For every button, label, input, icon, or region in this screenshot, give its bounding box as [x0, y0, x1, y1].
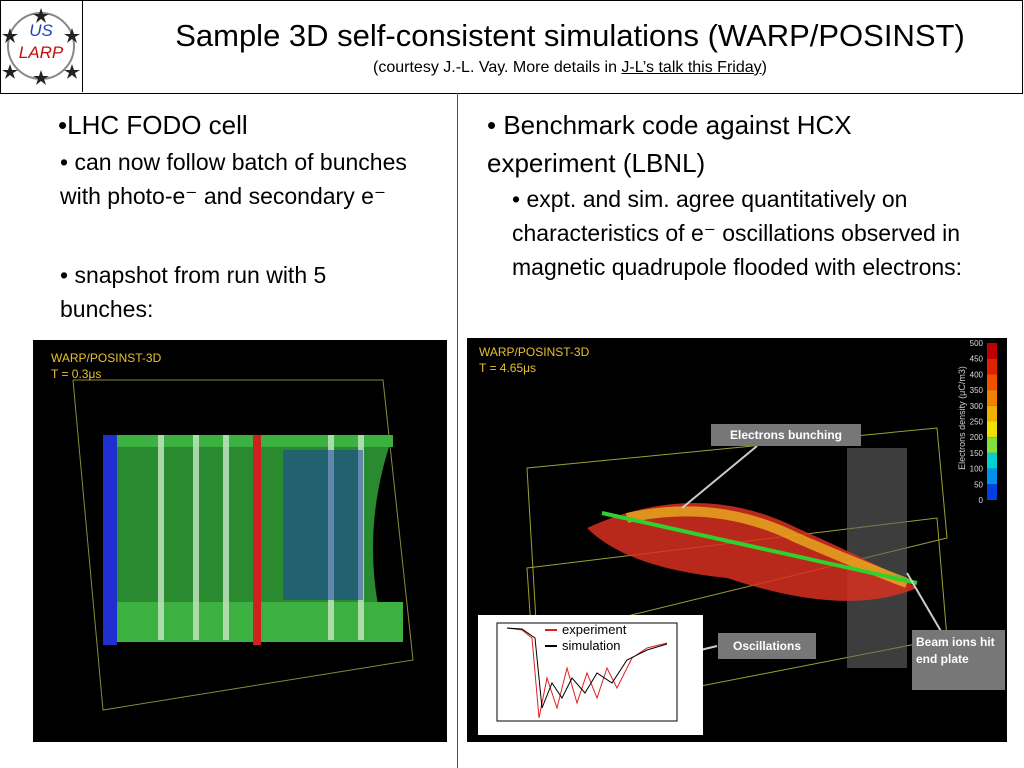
- colorbar-tick: 0: [979, 496, 984, 505]
- experiment-line: [506, 627, 668, 719]
- bullet: • Benchmark code against HCX experiment …: [487, 110, 852, 178]
- callout-wrap: Beam ions hit end plate: [916, 635, 995, 666]
- electron-cloud: [283, 450, 363, 600]
- title: Sample 3D self-consistent simulations (W…: [175, 18, 965, 53]
- colorbar-tick: 150: [970, 449, 984, 458]
- left-figure: WARP/POSINST-3D T = 0.3μs: [33, 340, 447, 742]
- legend-entry: experiment: [562, 622, 627, 637]
- logo: US LARP: [2, 8, 80, 85]
- figure-code: WARP/POSINST-3D: [479, 345, 590, 359]
- callout: Oscillations: [733, 639, 801, 653]
- colorbar-cell: [987, 484, 997, 500]
- colorbar-cell: [987, 358, 997, 375]
- colorbar-cell: [987, 437, 997, 453]
- simulation-line: [506, 627, 668, 709]
- subtitle-text: (courtesy J.-L. Vay. More details in: [373, 59, 622, 76]
- stripe-red: [253, 435, 261, 645]
- legend-entry: simulation: [562, 638, 621, 653]
- figure-time: T = 4.65μs: [479, 361, 536, 375]
- beam: [601, 511, 918, 585]
- header-box: [0, 0, 1023, 94]
- figure-code: WARP/POSINST-3D: [51, 351, 162, 365]
- divider: [457, 93, 458, 768]
- colorbar-label: Electrons density (μC/m3): [957, 366, 967, 470]
- callout: Electrons bunching: [730, 428, 842, 442]
- colorbar-tick: 250: [970, 418, 984, 427]
- callout: Beam ions hit end plate: [916, 635, 995, 666]
- logo-bottom: LARP: [19, 43, 64, 62]
- logo-box: [0, 0, 83, 92]
- logo-top: US: [29, 21, 53, 40]
- colorbar-tick: 450: [970, 355, 984, 364]
- cloud-edge: [625, 506, 909, 588]
- inset-axes: [496, 622, 678, 722]
- subtitle-text: ): [761, 59, 767, 76]
- callout-box: [912, 630, 1005, 690]
- colorbar-tick: 350: [970, 386, 984, 395]
- colorbar-cell: [987, 468, 997, 485]
- box-lines: [72, 379, 414, 711]
- colorbar-cell: [987, 452, 997, 469]
- colorbar-cell: [987, 390, 997, 406]
- colorbar-tick: 500: [970, 339, 984, 348]
- bullet: • snapshot from run with 5 bunches:: [60, 262, 327, 322]
- logo-stars: [2, 8, 80, 85]
- colorbar-tick: 50: [974, 480, 983, 489]
- stripe-blue: [103, 435, 117, 645]
- bullet: • expt. and sim. agree quantitatively on…: [512, 186, 963, 280]
- colorbar-cell: [987, 343, 997, 359]
- inset-plot: [478, 615, 703, 735]
- colorbar-cell: [987, 421, 997, 438]
- colorbar-cell: [987, 405, 997, 422]
- colorbar-tick: 100: [970, 465, 984, 474]
- colorbar-tick: 400: [970, 370, 984, 379]
- talk-link[interactable]: J-L’s talk this Friday: [621, 59, 762, 76]
- colorbar-cell: [987, 374, 997, 391]
- callout-box: [718, 633, 816, 659]
- callout-box: [711, 424, 861, 446]
- figure-time: T = 0.3μs: [51, 367, 101, 381]
- bullet: • can now follow batch of bunches with p…: [60, 149, 407, 209]
- right-figure: Electrons bunching Oscillations Beam ion…: [467, 338, 1007, 742]
- colorbar-tick: 300: [970, 402, 984, 411]
- subtitle: (courtesy J.-L. Vay. More details in J-L…: [90, 59, 1024, 77]
- colorbar-tick: 200: [970, 433, 984, 442]
- bullet: •LHC FODO cell: [58, 110, 248, 140]
